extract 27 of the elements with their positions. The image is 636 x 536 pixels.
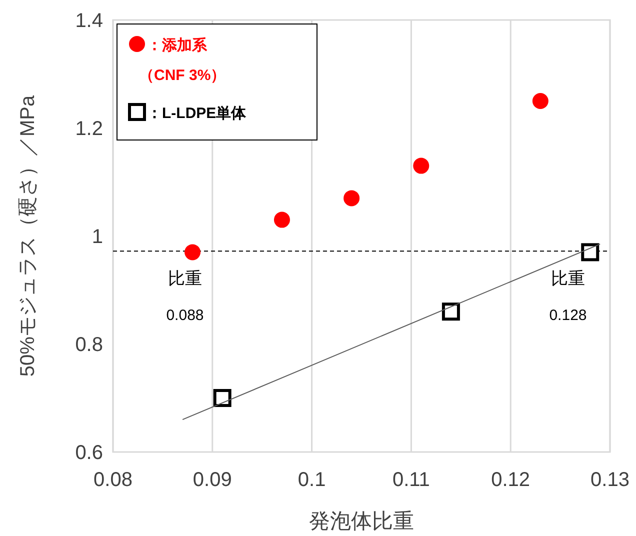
point xyxy=(213,389,232,407)
x-tick-label: 0.11 xyxy=(392,469,430,491)
y-tick-label: 1 xyxy=(92,226,103,248)
annotation: 0.088 xyxy=(166,307,204,324)
x-tick-label: 0.13 xyxy=(590,469,630,491)
point xyxy=(413,158,430,174)
x-tick-label: 0.09 xyxy=(192,469,232,491)
x-tick-label: 0.12 xyxy=(491,469,530,491)
x-tick-label: 0.08 xyxy=(94,469,132,491)
y-tick-label: 0.6 xyxy=(75,442,103,464)
point xyxy=(581,243,600,262)
point xyxy=(532,93,548,109)
legend-label: ：添加系（CNF 3%） xyxy=(139,37,226,84)
point xyxy=(184,244,201,260)
legend-label: ：L-LDPE単体 xyxy=(147,105,248,122)
y-tick-label: 0.8 xyxy=(75,334,103,356)
x-tick-label: 0.1 xyxy=(298,469,326,491)
y-axis-title: 50%モジュラス（硬さ）／MPa xyxy=(17,94,39,377)
point xyxy=(344,190,360,206)
y-tick-label: 1.2 xyxy=(75,118,103,140)
point xyxy=(442,302,460,321)
point xyxy=(274,212,290,228)
annotation: 比重 xyxy=(168,269,202,288)
y-tick-label: 1.4 xyxy=(75,10,103,32)
annotation: 比重 xyxy=(551,269,585,288)
annotation: 0.128 xyxy=(549,307,587,324)
x-axis-title: 発泡体比重 xyxy=(309,510,414,533)
